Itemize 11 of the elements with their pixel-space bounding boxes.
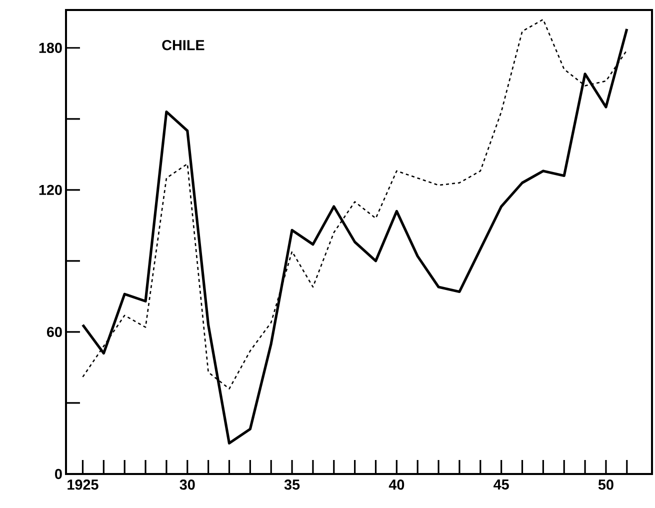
y-tick-label: 60 xyxy=(46,326,62,338)
x-tick-label: 30 xyxy=(180,480,195,490)
y-tick-label: 0 xyxy=(55,468,62,480)
x-tick-label: 50 xyxy=(598,480,614,490)
x-tick-label: 40 xyxy=(388,480,404,490)
y-tick-label: 180 xyxy=(39,42,62,53)
x-tick-label: 35 xyxy=(284,480,300,490)
y-tick-label: 120 xyxy=(39,184,62,196)
text: CHILE xyxy=(162,40,204,50)
x-tick-label: 1925 xyxy=(68,480,98,490)
x-tick-label: 45 xyxy=(494,480,509,490)
